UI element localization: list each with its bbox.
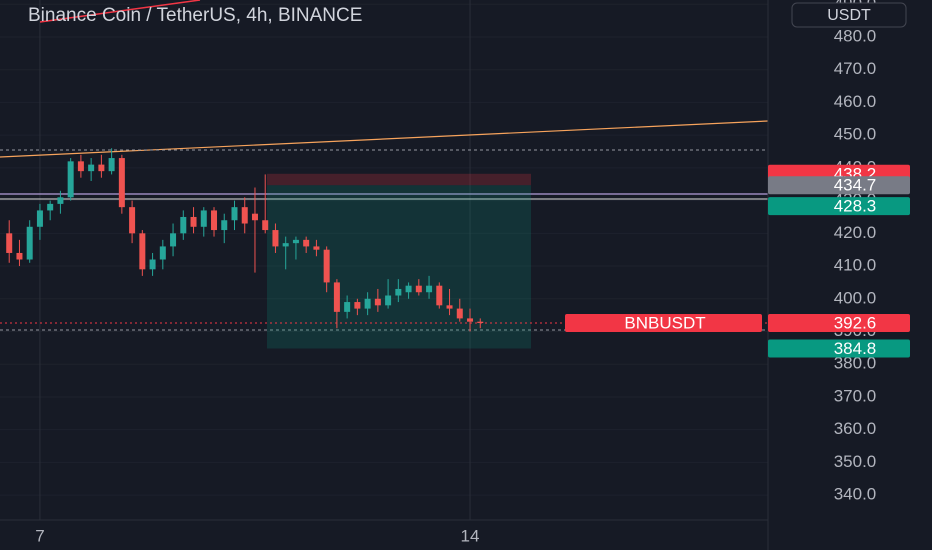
y-tick-label: 450.0	[834, 125, 877, 144]
y-tick-label: 350.0	[834, 452, 877, 471]
candle-body	[374, 298, 381, 306]
candle-body	[344, 302, 351, 312]
y-tick-label: 460.0	[834, 92, 877, 111]
y-tick-label: 370.0	[834, 386, 877, 405]
candle-body	[313, 246, 320, 250]
candle-body	[426, 285, 433, 293]
candle-body	[262, 220, 269, 231]
y-tick-label: 420.0	[834, 223, 877, 242]
candle-body	[149, 259, 156, 270]
candle-body	[446, 305, 453, 309]
drawing-layer	[0, 0, 769, 349]
price-label-box	[768, 197, 910, 216]
price-label-box	[768, 176, 910, 195]
price-label: 434.7	[834, 176, 877, 195]
candle-body	[231, 207, 238, 221]
candle-body	[159, 246, 166, 260]
y-tick-label: 470.0	[834, 59, 877, 78]
y-tick-label: 410.0	[834, 256, 877, 275]
candle-body	[354, 302, 361, 309]
candle-body	[251, 213, 258, 221]
candle-body	[180, 216, 187, 234]
candle-body	[118, 158, 125, 208]
last-price-label: 392.6	[834, 313, 877, 332]
candle-body	[241, 207, 248, 224]
candle-body	[139, 233, 146, 270]
candle-body	[211, 210, 218, 231]
candle-body	[405, 285, 412, 293]
y-tick-label: 360.0	[834, 419, 877, 438]
candle-body	[364, 298, 371, 309]
candle-body	[129, 207, 136, 234]
candle-body	[6, 233, 13, 253]
price-label: 384.8	[834, 339, 877, 358]
position-target-zone	[267, 185, 531, 349]
currency-label[interactable]: USDT	[827, 7, 871, 24]
candle-body	[385, 295, 392, 306]
x-tick-label: 7	[35, 526, 44, 545]
candle-body	[395, 288, 402, 296]
candle-body	[77, 161, 84, 172]
candle-body	[436, 285, 443, 306]
symbol-label: BNBUSDT	[624, 313, 705, 332]
trend-line	[39, 0, 201, 23]
candles-layer	[6, 148, 484, 332]
candle-body	[303, 239, 310, 247]
candle-body	[456, 308, 463, 319]
candle-body	[200, 210, 207, 227]
candle-body	[415, 285, 422, 293]
candle-body	[57, 197, 64, 204]
candle-body	[36, 210, 43, 227]
position-stop-zone	[267, 173, 531, 186]
symbol-box	[565, 313, 762, 332]
candle-body	[67, 161, 74, 198]
trend-line	[0, 120, 769, 158]
candle-body	[221, 220, 228, 231]
candle-body	[190, 216, 197, 227]
candle-body	[292, 239, 299, 244]
candle-body	[88, 164, 95, 172]
candle-body	[272, 230, 279, 247]
candle-body	[477, 321, 484, 323]
grid-layer	[39, 0, 471, 520]
candle-body	[333, 282, 340, 312]
last-price-box	[768, 313, 910, 332]
y-tick-label: 400.0	[834, 288, 877, 307]
currency-button[interactable]	[791, 2, 907, 28]
candle-body	[26, 226, 33, 260]
candle-body	[98, 164, 105, 172]
price-label-box	[768, 339, 910, 358]
candle-body	[170, 233, 177, 247]
y-tick-label: 380.0	[834, 354, 877, 373]
candle-body	[108, 158, 115, 172]
candle-body	[323, 249, 330, 283]
candle-body	[16, 252, 23, 260]
candle-body	[47, 203, 54, 211]
y-tick-label: 480.0	[834, 26, 877, 45]
chart-title: Binance Coin / TetherUS, 4h, BINANCE	[28, 5, 362, 26]
candle-body	[282, 243, 289, 247]
price-label: 428.3	[834, 197, 877, 216]
y-tick-label: 340.0	[834, 485, 877, 504]
x-tick-label: 14	[461, 526, 480, 545]
candle-body	[467, 318, 474, 322]
